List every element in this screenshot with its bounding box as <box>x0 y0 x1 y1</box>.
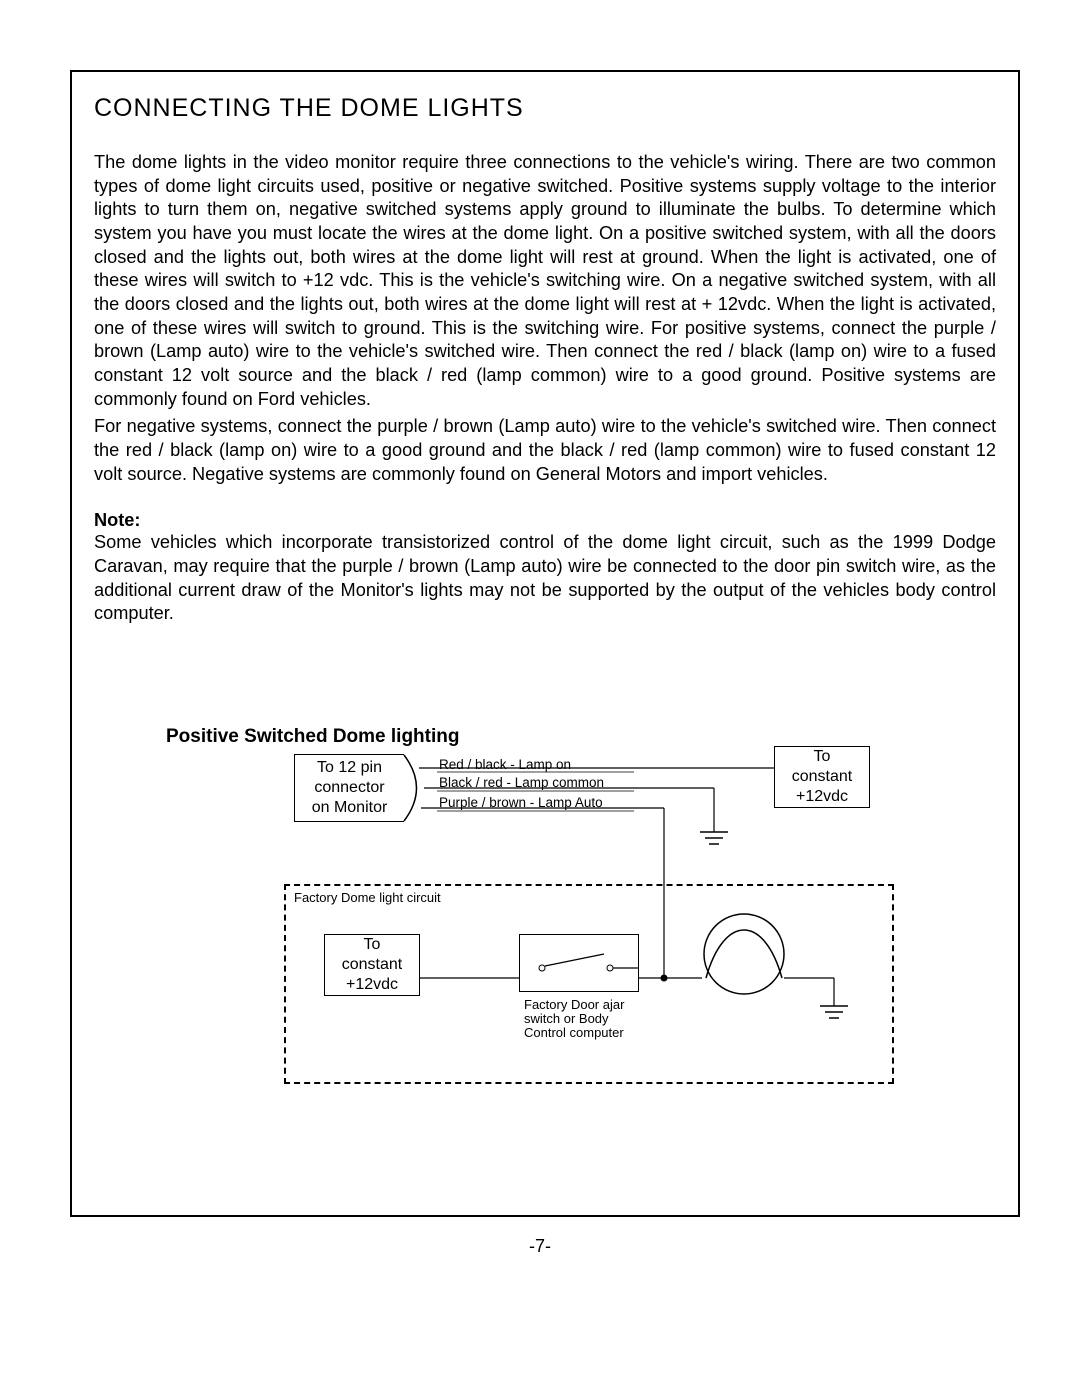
diagram-title: Positive Switched Dome lighting <box>166 726 996 748</box>
page-number: -7- <box>0 1236 1080 1257</box>
paragraph-1: The dome lights in the video monitor req… <box>94 151 996 411</box>
page-frame: CONNECTING THE DOME LIGHTS The dome ligh… <box>70 70 1020 1217</box>
wiring-diagram: To 12 pin connector on Monitor To consta… <box>294 754 934 1094</box>
wiring-svg <box>294 754 934 1094</box>
note-label: Note: <box>94 510 996 531</box>
note-text: Some vehicles which incorporate transist… <box>94 531 996 626</box>
paragraph-2: For negative systems, connect the purple… <box>94 415 996 486</box>
section-heading: CONNECTING THE DOME LIGHTS <box>94 94 996 123</box>
document-page: CONNECTING THE DOME LIGHTS The dome ligh… <box>0 0 1080 1397</box>
